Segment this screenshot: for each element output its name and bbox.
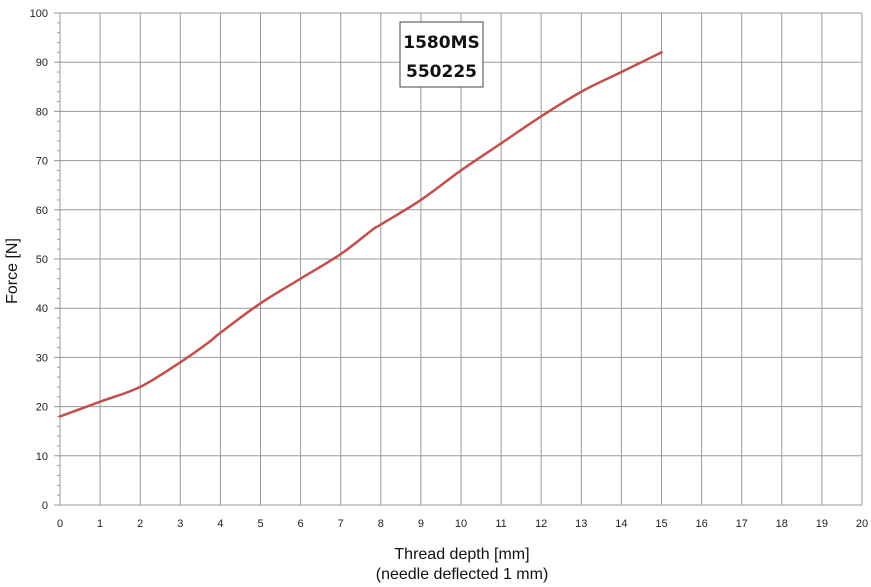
x-axis-ticks: 0 1 2 3 4 5 6 7 8 9 10 11 12 13 14 15 16 17 18 19 20 <box>57 518 868 530</box>
y-tick-label: 10 <box>36 451 48 463</box>
x-tick-label: 0 <box>57 518 63 530</box>
x-tick-label: 10 <box>455 518 467 530</box>
x-axis-sublabel: (needle deflected 1 mm) <box>376 566 549 583</box>
x-tick-label: 1 <box>97 518 103 530</box>
y-tick-label: 90 <box>36 57 48 69</box>
annotation-line-2: 550225 <box>406 62 477 82</box>
x-tick-label: 17 <box>736 518 748 530</box>
x-tick-label: 12 <box>535 518 547 530</box>
y-tick-label: 50 <box>36 254 48 266</box>
x-tick-label: 16 <box>695 518 707 530</box>
y-tick-label: 80 <box>36 106 48 118</box>
x-tick-label: 7 <box>338 518 344 530</box>
x-tick-label: 3 <box>177 518 183 530</box>
x-tick-label: 20 <box>856 518 868 530</box>
x-tick-label: 15 <box>655 518 667 530</box>
y-tick-label: 0 <box>42 500 48 512</box>
annotation-box: 1580MS 550225 <box>399 21 484 88</box>
x-tick-label: 4 <box>217 518 223 530</box>
x-tick-label: 14 <box>615 518 627 530</box>
y-tick-label: 60 <box>36 205 48 217</box>
grid <box>54 12 863 506</box>
x-tick-label: 9 <box>418 518 424 530</box>
y-tick-label: 70 <box>36 156 48 168</box>
x-tick-label: 13 <box>575 518 587 530</box>
x-tick-label: 2 <box>137 518 143 530</box>
x-tick-label: 6 <box>298 518 304 530</box>
x-tick-label: 11 <box>495 518 506 530</box>
y-axis-label: Force [N] <box>4 238 21 304</box>
x-tick-label: 18 <box>776 518 788 530</box>
y-axis-ticks: 0 10 20 30 40 50 60 70 80 90 100 <box>30 8 48 512</box>
x-tick-label: 5 <box>257 518 263 530</box>
x-tick-label: 19 <box>816 518 828 530</box>
y-tick-label: 30 <box>36 352 48 364</box>
x-tick-label: 8 <box>378 518 384 530</box>
x-axis-label: Thread depth [mm] <box>394 546 529 563</box>
y-tick-label: 20 <box>36 402 48 414</box>
y-tick-label: 100 <box>30 8 48 20</box>
annotation-line-1: 1580MS <box>403 33 479 53</box>
series-line <box>58 51 663 418</box>
series-layer <box>58 51 663 418</box>
y-tick-label: 40 <box>36 303 48 315</box>
